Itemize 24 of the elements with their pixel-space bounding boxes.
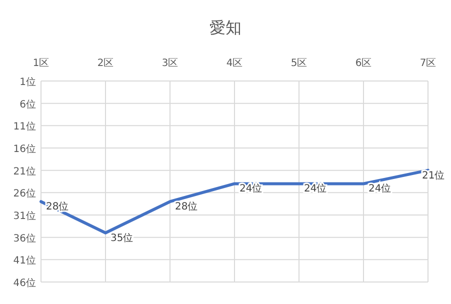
x-tick-label: 5区 xyxy=(290,58,308,69)
x-tick-label: 1区 xyxy=(32,58,50,69)
data-label: 35位 xyxy=(110,232,134,244)
x-tick-label: 6区 xyxy=(355,58,372,69)
data-label: 24位 xyxy=(368,182,392,195)
y-tick-label: 46位 xyxy=(13,277,36,289)
y-tick-label: 11位 xyxy=(13,120,36,133)
x-tick-label: 4区 xyxy=(226,58,243,69)
data-label: 24位 xyxy=(240,182,262,195)
x-tick-label: 2区 xyxy=(97,58,114,69)
y-tick-label: 26位 xyxy=(13,188,36,200)
x-tick-label: 3区 xyxy=(162,58,178,69)
y-tick-label: 31位 xyxy=(13,210,36,222)
y-tick-label: 36位 xyxy=(13,232,36,244)
x-tick-label: 7区 xyxy=(420,58,436,69)
y-tick-label: 6位 xyxy=(20,98,36,110)
y-tick-label: 21位 xyxy=(13,165,36,178)
data-label: 24位 xyxy=(304,182,327,195)
y-tick-label: 16位 xyxy=(13,143,36,155)
data-label: 28位 xyxy=(175,200,198,213)
data-label: 21位 xyxy=(422,169,445,182)
y-tick-label: 41位 xyxy=(13,254,36,267)
y-tick-label: 1位 xyxy=(20,76,36,88)
chart-title: 愛知 xyxy=(210,18,242,37)
